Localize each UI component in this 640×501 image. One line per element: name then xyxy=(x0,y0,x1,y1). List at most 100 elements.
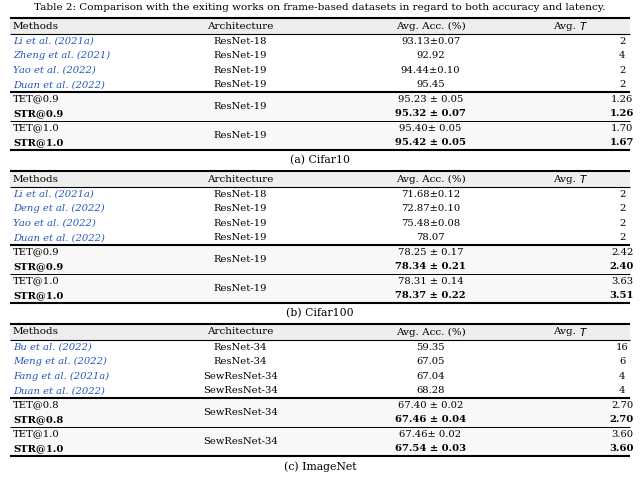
Bar xyxy=(10,18,630,34)
Text: ResNet-19: ResNet-19 xyxy=(214,219,268,228)
Text: 72.87±0.10: 72.87±0.10 xyxy=(401,204,460,213)
Text: 93.13±0.07: 93.13±0.07 xyxy=(401,37,460,46)
Text: 3.63: 3.63 xyxy=(611,277,633,286)
Text: 95.40± 0.05: 95.40± 0.05 xyxy=(399,124,461,133)
Text: Table 2: Comparison with the exiting works on frame-based datasets in regard to : Table 2: Comparison with the exiting wor… xyxy=(35,3,605,12)
Text: 6: 6 xyxy=(619,357,625,366)
Text: 71.68±0.12: 71.68±0.12 xyxy=(401,190,460,199)
Text: 94.44±0.10: 94.44±0.10 xyxy=(401,66,460,75)
Text: ResNet-19: ResNet-19 xyxy=(214,255,268,264)
Text: 4: 4 xyxy=(619,386,625,395)
Text: Zheng et al. (2021): Zheng et al. (2021) xyxy=(13,51,110,60)
Text: Meng et al. (2022): Meng et al. (2022) xyxy=(13,357,107,366)
Bar xyxy=(10,171,630,187)
Text: ResNet-19: ResNet-19 xyxy=(214,204,268,213)
Text: 2: 2 xyxy=(619,233,625,242)
Text: Bu et al. (2022): Bu et al. (2022) xyxy=(13,343,92,352)
Text: Architecture: Architecture xyxy=(207,328,274,337)
Text: Yao et al. (2022): Yao et al. (2022) xyxy=(13,66,96,75)
Text: Architecture: Architecture xyxy=(207,22,274,31)
Text: 92.92: 92.92 xyxy=(416,51,445,60)
Text: ResNet-19: ResNet-19 xyxy=(214,131,268,140)
Text: Li et al. (2021a): Li et al. (2021a) xyxy=(13,190,93,199)
Text: $T$: $T$ xyxy=(579,20,588,32)
Bar xyxy=(10,245,630,274)
Text: 2.42: 2.42 xyxy=(611,248,633,257)
Text: Avg.: Avg. xyxy=(553,174,579,183)
Text: Li et al. (2021a): Li et al. (2021a) xyxy=(13,37,93,46)
Text: 67.40 ± 0.02: 67.40 ± 0.02 xyxy=(398,401,463,410)
Bar xyxy=(10,274,630,303)
Text: 67.46 ± 0.04: 67.46 ± 0.04 xyxy=(395,415,466,424)
Text: 68.28: 68.28 xyxy=(416,386,445,395)
Text: 75.48±0.08: 75.48±0.08 xyxy=(401,219,460,228)
Text: Yao et al. (2022): Yao et al. (2022) xyxy=(13,219,96,228)
Text: 95.45: 95.45 xyxy=(416,80,445,89)
Bar xyxy=(10,324,630,340)
Text: 78.37 ± 0.22: 78.37 ± 0.22 xyxy=(395,291,466,300)
Text: Avg. Acc. (%): Avg. Acc. (%) xyxy=(396,328,465,337)
Text: 67.46± 0.02: 67.46± 0.02 xyxy=(399,430,461,439)
Text: 78.25 ± 0.17: 78.25 ± 0.17 xyxy=(397,248,463,257)
Text: ResNet-19: ResNet-19 xyxy=(214,102,268,111)
Text: TET@1.0: TET@1.0 xyxy=(13,277,60,286)
Text: 67.54 ± 0.03: 67.54 ± 0.03 xyxy=(395,444,466,453)
Text: 2.70: 2.70 xyxy=(611,401,633,410)
Text: 16: 16 xyxy=(616,343,628,352)
Text: $T$: $T$ xyxy=(579,326,588,338)
Bar xyxy=(10,92,630,121)
Text: Duan et al. (2022): Duan et al. (2022) xyxy=(13,233,105,242)
Text: Fang et al. (2021a): Fang et al. (2021a) xyxy=(13,372,109,381)
Text: 3.60: 3.60 xyxy=(610,444,634,453)
Text: TET@0.8: TET@0.8 xyxy=(13,401,60,410)
Text: 95.23 ± 0.05: 95.23 ± 0.05 xyxy=(398,95,463,104)
Text: Deng et al. (2022): Deng et al. (2022) xyxy=(13,204,104,213)
Text: 1.26: 1.26 xyxy=(610,109,634,118)
Text: 2: 2 xyxy=(619,80,625,89)
Text: STR@1.0: STR@1.0 xyxy=(13,291,63,300)
Text: SewResNet-34: SewResNet-34 xyxy=(203,437,278,446)
Text: ResNet-34: ResNet-34 xyxy=(214,343,268,352)
Text: Duan et al. (2022): Duan et al. (2022) xyxy=(13,80,105,89)
Text: 3.60: 3.60 xyxy=(611,430,633,439)
Text: ResNet-18: ResNet-18 xyxy=(214,37,268,46)
Text: Methods: Methods xyxy=(13,328,59,337)
Text: 2: 2 xyxy=(619,190,625,199)
Text: Duan et al. (2022): Duan et al. (2022) xyxy=(13,386,105,395)
Text: TET@0.9: TET@0.9 xyxy=(13,95,60,104)
Text: Avg.: Avg. xyxy=(553,22,579,31)
Text: SewResNet-34: SewResNet-34 xyxy=(203,408,278,417)
Text: 3.51: 3.51 xyxy=(610,291,634,300)
Text: STR@0.9: STR@0.9 xyxy=(13,262,63,271)
Text: STR@0.9: STR@0.9 xyxy=(13,109,63,118)
Text: Methods: Methods xyxy=(13,174,59,183)
Text: SewResNet-34: SewResNet-34 xyxy=(203,386,278,395)
Text: ResNet-19: ResNet-19 xyxy=(214,51,268,60)
Text: TET@1.0: TET@1.0 xyxy=(13,430,60,439)
Text: Architecture: Architecture xyxy=(207,174,274,183)
Text: ResNet-19: ResNet-19 xyxy=(214,233,268,242)
Text: SewResNet-34: SewResNet-34 xyxy=(203,372,278,381)
Text: 59.35: 59.35 xyxy=(416,343,445,352)
Text: ResNet-18: ResNet-18 xyxy=(214,190,268,199)
Text: 2: 2 xyxy=(619,66,625,75)
Text: 78.31 ± 0.14: 78.31 ± 0.14 xyxy=(397,277,463,286)
Text: 4: 4 xyxy=(619,372,625,381)
Text: 67.04: 67.04 xyxy=(416,372,445,381)
Text: Avg.: Avg. xyxy=(553,328,579,337)
Text: (b) Cifar100: (b) Cifar100 xyxy=(286,308,354,318)
Text: 1.67: 1.67 xyxy=(610,138,634,147)
Text: 2.40: 2.40 xyxy=(610,262,634,271)
Text: 95.32 ± 0.07: 95.32 ± 0.07 xyxy=(395,109,466,118)
Text: Avg. Acc. (%): Avg. Acc. (%) xyxy=(396,174,465,183)
Text: 1.70: 1.70 xyxy=(611,124,633,133)
Text: (c) ImageNet: (c) ImageNet xyxy=(284,461,356,471)
Text: Avg. Acc. (%): Avg. Acc. (%) xyxy=(396,22,465,31)
Text: STR@0.8: STR@0.8 xyxy=(13,415,63,424)
Text: 2.70: 2.70 xyxy=(610,415,634,424)
Text: 4: 4 xyxy=(619,51,625,60)
Text: 2: 2 xyxy=(619,204,625,213)
Text: Methods: Methods xyxy=(13,22,59,31)
Text: ResNet-19: ResNet-19 xyxy=(214,284,268,293)
Text: 78.34 ± 0.21: 78.34 ± 0.21 xyxy=(395,262,466,271)
